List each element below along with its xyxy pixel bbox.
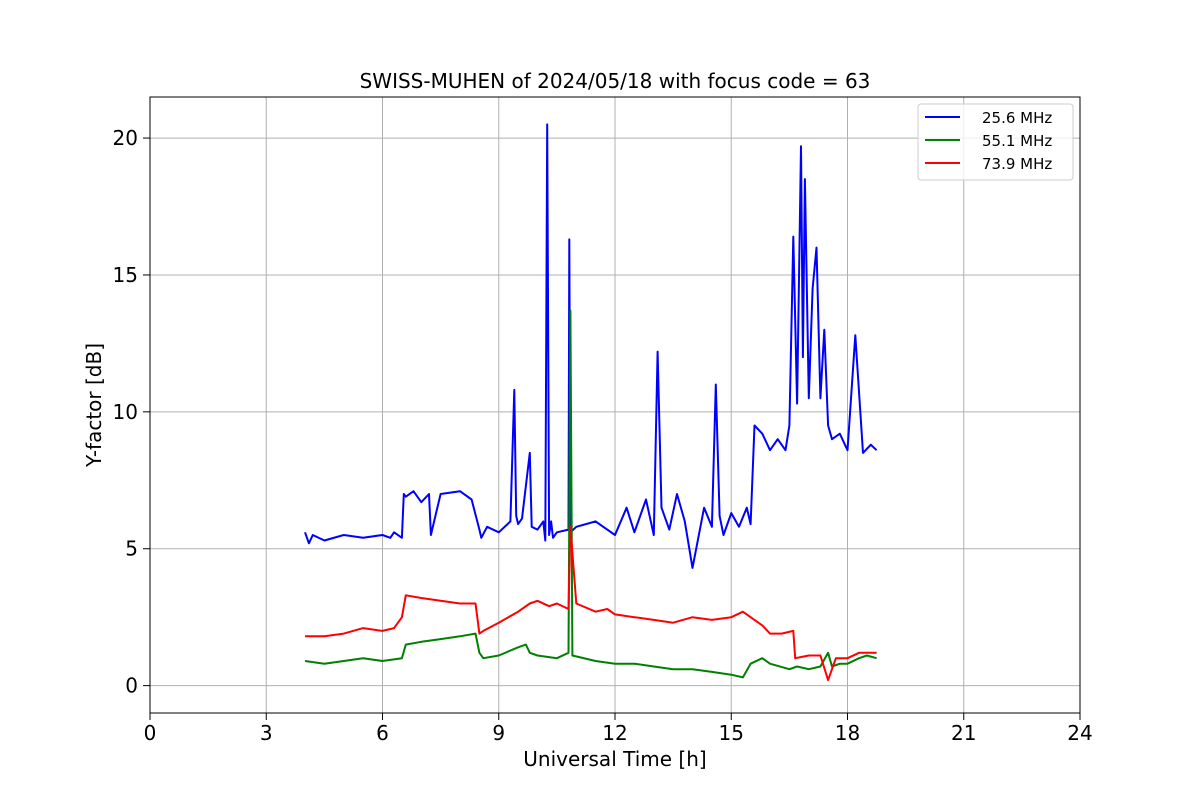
- legend: 25.6 MHz 55.1 MHz 73.9 MHz: [917, 103, 1074, 181]
- x-tick-label: 3: [260, 721, 273, 745]
- x-tick-label: 0: [144, 721, 157, 745]
- y-tick-label: 15: [113, 263, 138, 287]
- y-tick-label: 20: [113, 126, 138, 150]
- y-tick-label: 5: [125, 537, 138, 561]
- series-line-25-6: [304, 123, 878, 569]
- x-tick-label: 18: [835, 721, 860, 745]
- y-axis: 0 5 10 15 20: [113, 126, 150, 698]
- x-axis: 0 3 6 9 12 15 18 21 24: [144, 713, 1093, 745]
- x-axis-label: Universal Time [h]: [523, 747, 706, 771]
- grid: [150, 97, 1080, 713]
- x-tick-label: 12: [602, 721, 627, 745]
- chart-title: SWISS-MUHEN of 2024/05/18 with focus cod…: [360, 69, 871, 93]
- y-axis-label: Y-factor [dB]: [82, 343, 106, 468]
- x-tick-label: 24: [1067, 721, 1092, 745]
- x-tick-label: 6: [376, 721, 389, 745]
- series-line-55-1: [304, 309, 877, 679]
- legend-label-55-1: 55.1 MHz: [982, 132, 1052, 150]
- y-tick-label: 0: [125, 674, 138, 698]
- series-line-73-9: [305, 525, 877, 682]
- legend-label-25-6: 25.6 MHz: [982, 109, 1052, 127]
- x-tick-label: 21: [951, 721, 976, 745]
- x-tick-label: 9: [492, 721, 505, 745]
- series-layer: [304, 123, 878, 682]
- x-tick-label: 15: [719, 721, 744, 745]
- legend-label-73-9: 73.9 MHz: [982, 155, 1052, 173]
- legend-box: [917, 103, 1074, 181]
- y-tick-label: 10: [113, 400, 138, 424]
